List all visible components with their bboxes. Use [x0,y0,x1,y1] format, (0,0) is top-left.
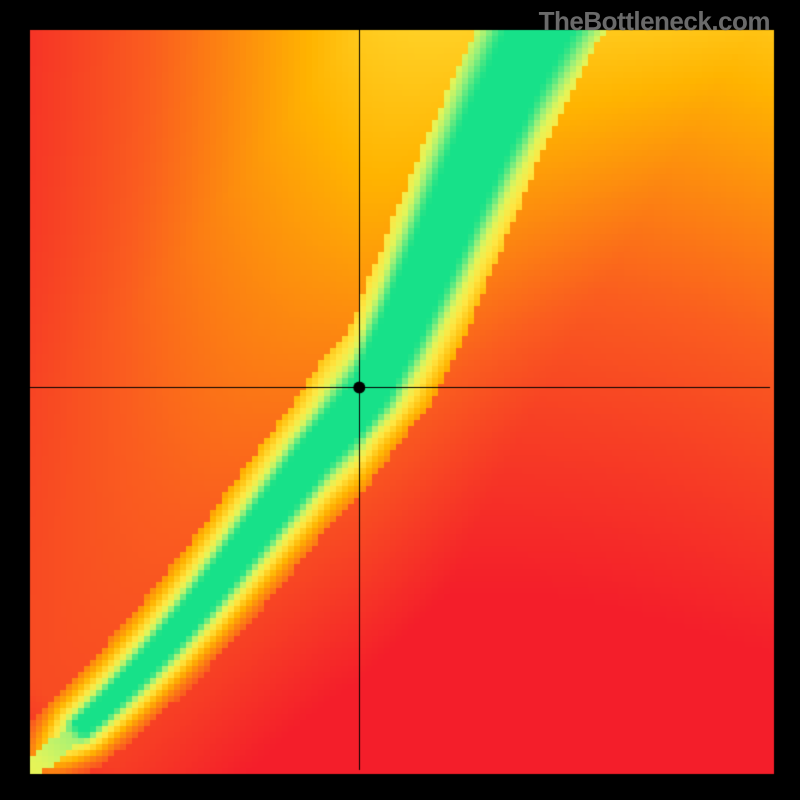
watermark-text: TheBottleneck.com [539,6,770,37]
chart-container: TheBottleneck.com [0,0,800,800]
heatmap-canvas [0,0,800,800]
